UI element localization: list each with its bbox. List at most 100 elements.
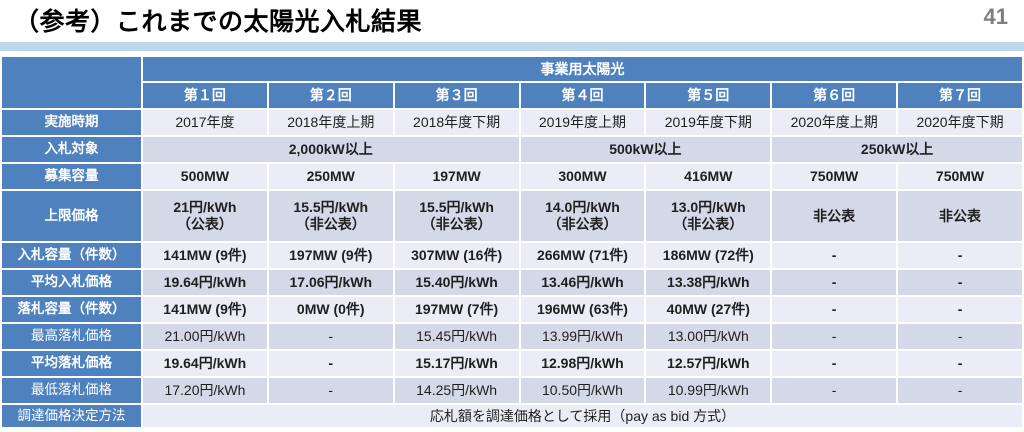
table-cell: 750MW — [770, 162, 899, 191]
page-number: 41 — [983, 4, 1008, 29]
table-row-bid-capacity: 入札容量（件数） 141MW (9件) 197MW (9件) 307MW (16… — [0, 241, 1024, 270]
table-row-offered-capacity: 募集容量 500MW 250MW 197MW 300MW 416MW 750MW… — [0, 162, 1024, 191]
table-cell: - — [266, 322, 395, 351]
row-label-average-awarded-price: 平均落札価格 — [0, 349, 143, 378]
table-row-price-determination-method: 調達価格決定方法 応札額を調達価格として採用（pay as bid 方式） — [0, 403, 1024, 429]
table-cell: - — [266, 349, 395, 378]
table-cell: 2020年度上期 — [770, 108, 899, 137]
table-cell: 12.57円/kWh — [644, 349, 773, 378]
round-header-cell: 第５回 — [644, 81, 773, 110]
table-cell: - — [770, 376, 899, 405]
table-cell: - — [770, 322, 899, 351]
table-cell: - — [896, 376, 1024, 405]
table-cell: 197MW — [392, 162, 521, 191]
table-cell: 141MW (9件) — [141, 241, 269, 270]
table-cell: 0MW (0件) — [266, 295, 395, 324]
table-cell: 13.38円/kWh — [644, 268, 773, 297]
row-label-ceiling-price: 上限価格 — [0, 189, 143, 243]
round-header-cell: 第６回 — [770, 81, 899, 110]
table-cell: 15.45円/kWh — [392, 322, 521, 351]
table-cell: 17.20円/kWh — [141, 376, 269, 405]
table-cell: - — [266, 376, 395, 405]
table-cell: 197MW (7件) — [392, 295, 521, 324]
table-cell: 15.5円/kWh （非公表） — [392, 189, 521, 243]
page-title: （参考）これまでの太陽光入札結果 — [14, 8, 423, 36]
table-cell: 12.98円/kWh — [518, 349, 647, 378]
round-header-cell: 第２回 — [266, 81, 395, 110]
table-cell: 2018年度下期 — [392, 108, 521, 137]
table-row-group-header: 事業用太陽光 — [0, 55, 1024, 110]
table-cell: 14.25円/kWh — [392, 376, 521, 405]
table-cell: - — [896, 241, 1024, 270]
table-cell: 13.0円/kWh （非公表） — [644, 189, 773, 243]
table-row-average-bid-price: 平均入札価格 19.64円/kWh 17.06円/kWh 15.40円/kWh … — [0, 268, 1024, 297]
row-label-bid-target: 入札対象 — [0, 135, 143, 164]
table-cell: - — [770, 349, 899, 378]
accent-band — [0, 42, 1024, 51]
table-cell: 500kW以上 — [518, 135, 773, 164]
row-label-average-bid-price: 平均入札価格 — [0, 268, 143, 297]
corner-blank-cell — [0, 55, 143, 110]
auction-results-table: 事業用太陽光 第１回 第２回 第３回 第４回 第５回 第６回 第７回 実施時期 … — [0, 55, 1024, 429]
table-cell: 750MW — [896, 162, 1024, 191]
table-cell: 2020年度下期 — [896, 108, 1024, 137]
table-cell: 15.40円/kWh — [392, 268, 521, 297]
table-row-implementation-period: 実施時期 2017年度 2018年度上期 2018年度下期 2019年度上期 2… — [0, 108, 1024, 137]
table-cell: - — [770, 241, 899, 270]
table-cell: 14.0円/kWh （非公表） — [518, 189, 647, 243]
table-cell: - — [896, 349, 1024, 378]
table-cell: 非公表 — [896, 189, 1024, 243]
table-cell: 13.99円/kWh — [518, 322, 647, 351]
row-label-implementation-period: 実施時期 — [0, 108, 143, 137]
row-label-awarded-capacity: 落札容量（件数） — [0, 295, 143, 324]
table-cell: 19.64円/kWh — [141, 349, 269, 378]
table-cell: 2,000kW以上 — [141, 135, 521, 164]
round-header-cell: 第７回 — [896, 81, 1024, 110]
table-cell: - — [896, 322, 1024, 351]
table-cell: 40MW (27件) — [644, 295, 773, 324]
row-label-price-determination-method: 調達価格決定方法 — [0, 403, 143, 429]
table-row-highest-awarded-price: 最高落札価格 21.00円/kWh - 15.45円/kWh 13.99円/kW… — [0, 322, 1024, 351]
group-header-cell: 事業用太陽光 — [141, 55, 1024, 83]
table-cell: 266MW (71件) — [518, 241, 647, 270]
table-cell: 300MW — [518, 162, 647, 191]
table-cell: 2019年度上期 — [518, 108, 647, 137]
round-header-cell: 第３回 — [392, 81, 521, 110]
row-label-highest-awarded-price: 最高落札価格 — [0, 322, 143, 351]
table-cell: - — [896, 268, 1024, 297]
table-cell: - — [770, 295, 899, 324]
round-header-cell: 第１回 — [141, 81, 269, 110]
table-cell: 500MW — [141, 162, 269, 191]
table-cell: - — [770, 268, 899, 297]
table-cell: 2017年度 — [141, 108, 269, 137]
table-row-average-awarded-price: 平均落札価格 19.64円/kWh - 15.17円/kWh 12.98円/kW… — [0, 349, 1024, 378]
table-row-awarded-capacity: 落札容量（件数） 141MW (9件) 0MW (0件) 197MW (7件) … — [0, 295, 1024, 324]
row-label-offered-capacity: 募集容量 — [0, 162, 143, 191]
table-cell: 196MW (63件) — [518, 295, 647, 324]
row-label-lowest-awarded-price: 最低落札価格 — [0, 376, 143, 405]
table-row-lowest-awarded-price: 最低落札価格 17.20円/kWh - 14.25円/kWh 10.50円/kW… — [0, 376, 1024, 405]
table-cell: 応札額を調達価格として採用（pay as bid 方式） — [141, 403, 1024, 429]
table-row-rounds: 第１回 第２回 第３回 第４回 第５回 第６回 第７回 — [1, 81, 1024, 110]
table-cell: 15.17円/kWh — [392, 349, 521, 378]
table-cell: 15.5円/kWh （非公表） — [266, 189, 395, 243]
table-cell: 17.06円/kWh — [266, 268, 395, 297]
table-cell: 307MW (16件) — [392, 241, 521, 270]
table-cell: 141MW (9件) — [141, 295, 269, 324]
slide-header: （参考）これまでの太陽光入札結果 41 — [0, 0, 1024, 40]
table-cell: 197MW (9件) — [266, 241, 395, 270]
table-cell: 13.00円/kWh — [644, 322, 773, 351]
table-cell: 250MW — [266, 162, 395, 191]
row-label-bid-capacity: 入札容量（件数） — [0, 241, 143, 270]
table-cell: 非公表 — [770, 189, 899, 243]
table-cell: 416MW — [644, 162, 773, 191]
table-cell: 13.46円/kWh — [518, 268, 647, 297]
round-header-cell: 第４回 — [518, 81, 647, 110]
table-cell: 19.64円/kWh — [141, 268, 269, 297]
table-cell: 186MW (72件) — [644, 241, 773, 270]
table-cell: 21円/kWh （公表） — [141, 189, 269, 243]
table-row-bid-target: 入札対象 2,000kW以上 500kW以上 250kW以上 — [0, 135, 1024, 164]
table-row-ceiling-price: 上限価格 21円/kWh （公表） 15.5円/kWh （非公表） 15.5円/… — [0, 189, 1024, 243]
table-cell: 10.99円/kWh — [644, 376, 773, 405]
